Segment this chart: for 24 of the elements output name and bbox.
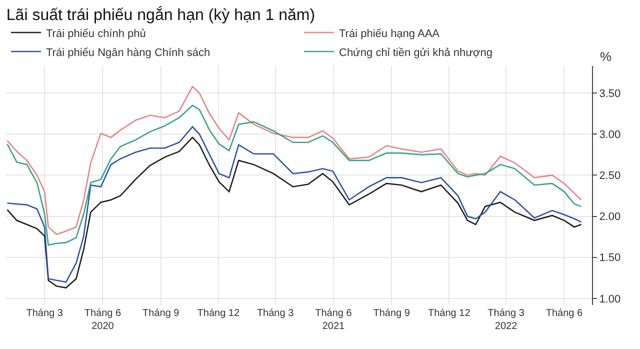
y-tick-label: 3.50 — [599, 88, 621, 100]
line-series — [6, 104, 582, 246]
y-axis-title: % — [600, 49, 612, 64]
legend-label: Trái phiếu hạng AAA — [339, 28, 440, 40]
x-tick-label: Tháng 6 2021 — [315, 308, 352, 332]
y-tick-label: 1.00 — [599, 293, 621, 306]
x-tick-label: Tháng 3 — [256, 308, 294, 319]
legend-label: Trái phiếu chính phủ — [46, 28, 146, 40]
legend-label: Trái phiếu Ngân hàng Chính sách — [46, 46, 210, 59]
chart-title: Lãi suất trái phiếu ngắn hạn (kỳ hạn 1 năm) — [6, 6, 316, 24]
line-series — [6, 86, 582, 236]
y-tick-label: 3.00 — [599, 129, 621, 142]
x-tick-label: Tháng 3 2022 — [488, 308, 525, 332]
x-tick-label: Tháng 9 — [142, 308, 180, 319]
x-tick-label: Tháng 6 2020 — [84, 308, 122, 332]
x-tick-label: Tháng 9 — [373, 308, 410, 319]
x-tick-label: Tháng 12 — [428, 308, 471, 319]
x-tick-label: Tháng 12 — [197, 308, 240, 319]
y-tick-label: 1.50 — [599, 252, 621, 264]
y-tick-label: 2.50 — [599, 170, 621, 182]
x-tick-label: Tháng 3 — [26, 308, 64, 319]
legend-label: Chứng chỉ tiền gửi khả nhượng — [339, 46, 492, 59]
y-tick-label: 2.00 — [599, 211, 621, 224]
x-tick-label: Tháng 6 — [546, 308, 583, 319]
